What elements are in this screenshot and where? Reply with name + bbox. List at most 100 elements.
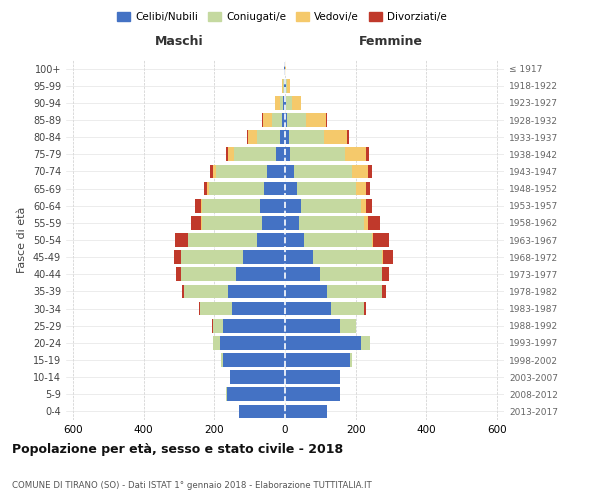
Bar xyxy=(285,96,286,110)
Bar xyxy=(294,164,352,178)
Bar xyxy=(301,199,361,212)
Bar xyxy=(216,164,268,178)
Bar xyxy=(382,284,386,298)
Bar xyxy=(285,319,340,332)
Bar xyxy=(194,199,201,212)
Bar xyxy=(286,79,287,92)
Bar xyxy=(264,182,285,196)
Bar xyxy=(313,250,382,264)
Bar xyxy=(188,233,257,247)
Bar xyxy=(350,353,352,367)
Bar xyxy=(340,319,356,332)
Bar xyxy=(212,319,223,332)
Bar xyxy=(226,148,229,161)
Bar xyxy=(285,79,286,92)
Bar xyxy=(200,302,232,316)
Bar xyxy=(366,199,371,212)
Text: COMUNE DI TIRANO (SO) - Dati ISTAT 1° gennaio 2018 - Elaborazione TUTTITALIA.IT: COMUNE DI TIRANO (SO) - Dati ISTAT 1° ge… xyxy=(12,480,372,490)
Bar xyxy=(210,164,213,178)
Bar xyxy=(347,130,349,144)
Legend: Celibi/Nubili, Coniugati/e, Vedovi/e, Divorziati/e: Celibi/Nubili, Coniugati/e, Vedovi/e, Di… xyxy=(113,8,451,26)
Bar xyxy=(280,130,285,144)
Bar xyxy=(181,250,242,264)
Bar xyxy=(371,233,373,247)
Bar xyxy=(282,113,285,127)
Bar xyxy=(320,268,382,281)
Bar xyxy=(283,79,284,92)
Bar xyxy=(202,199,260,212)
Bar xyxy=(366,148,369,161)
Bar xyxy=(263,113,272,127)
Bar xyxy=(285,336,361,349)
Bar xyxy=(257,130,280,144)
Text: Popolazione per età, sesso e stato civile - 2018: Popolazione per età, sesso e stato civil… xyxy=(12,442,343,456)
Bar xyxy=(285,370,340,384)
Bar xyxy=(289,130,324,144)
Bar xyxy=(283,96,285,110)
Bar xyxy=(257,233,285,247)
Bar xyxy=(285,268,320,281)
Bar xyxy=(201,199,202,212)
Bar xyxy=(361,199,366,212)
Bar xyxy=(285,199,301,212)
Bar xyxy=(202,216,262,230)
Bar xyxy=(366,182,370,196)
Bar xyxy=(364,302,366,316)
Bar xyxy=(242,250,285,264)
Bar xyxy=(298,182,356,196)
Bar xyxy=(285,404,328,418)
Bar xyxy=(262,113,263,127)
Bar xyxy=(213,164,216,178)
Bar xyxy=(285,216,299,230)
Bar xyxy=(282,79,283,92)
Bar xyxy=(234,148,276,161)
Bar xyxy=(285,250,313,264)
Bar xyxy=(247,130,248,144)
Bar xyxy=(262,216,285,230)
Bar xyxy=(382,268,389,281)
Bar xyxy=(287,79,290,92)
Bar xyxy=(306,113,326,127)
Bar xyxy=(272,113,282,127)
Bar xyxy=(331,302,364,316)
Bar xyxy=(239,404,285,418)
Bar xyxy=(184,284,229,298)
Bar xyxy=(220,336,285,349)
Bar xyxy=(290,148,345,161)
Bar xyxy=(276,148,285,161)
Bar xyxy=(204,182,207,196)
Bar xyxy=(285,233,304,247)
Bar xyxy=(292,96,301,110)
Bar xyxy=(345,148,366,161)
Bar xyxy=(364,216,368,230)
Bar xyxy=(226,388,227,401)
Bar xyxy=(260,199,285,212)
Bar xyxy=(227,388,285,401)
Bar xyxy=(209,182,264,196)
Bar xyxy=(299,216,364,230)
Bar xyxy=(285,164,294,178)
Bar xyxy=(232,302,285,316)
Bar xyxy=(207,182,209,196)
Bar xyxy=(373,233,389,247)
Bar xyxy=(304,233,371,247)
Bar xyxy=(182,284,184,298)
Bar xyxy=(368,216,380,230)
Bar xyxy=(221,353,223,367)
Bar xyxy=(181,268,236,281)
Bar xyxy=(212,336,220,349)
Bar xyxy=(324,130,347,144)
Bar xyxy=(352,164,368,178)
Bar xyxy=(285,148,290,161)
Bar xyxy=(236,268,285,281)
Bar xyxy=(280,96,283,110)
Bar xyxy=(284,62,285,76)
Bar xyxy=(175,233,188,247)
Bar xyxy=(174,250,181,264)
Bar xyxy=(230,370,285,384)
Bar xyxy=(223,319,285,332)
Bar xyxy=(223,353,285,367)
Bar xyxy=(368,164,371,178)
Bar xyxy=(248,130,257,144)
Bar xyxy=(175,268,181,281)
